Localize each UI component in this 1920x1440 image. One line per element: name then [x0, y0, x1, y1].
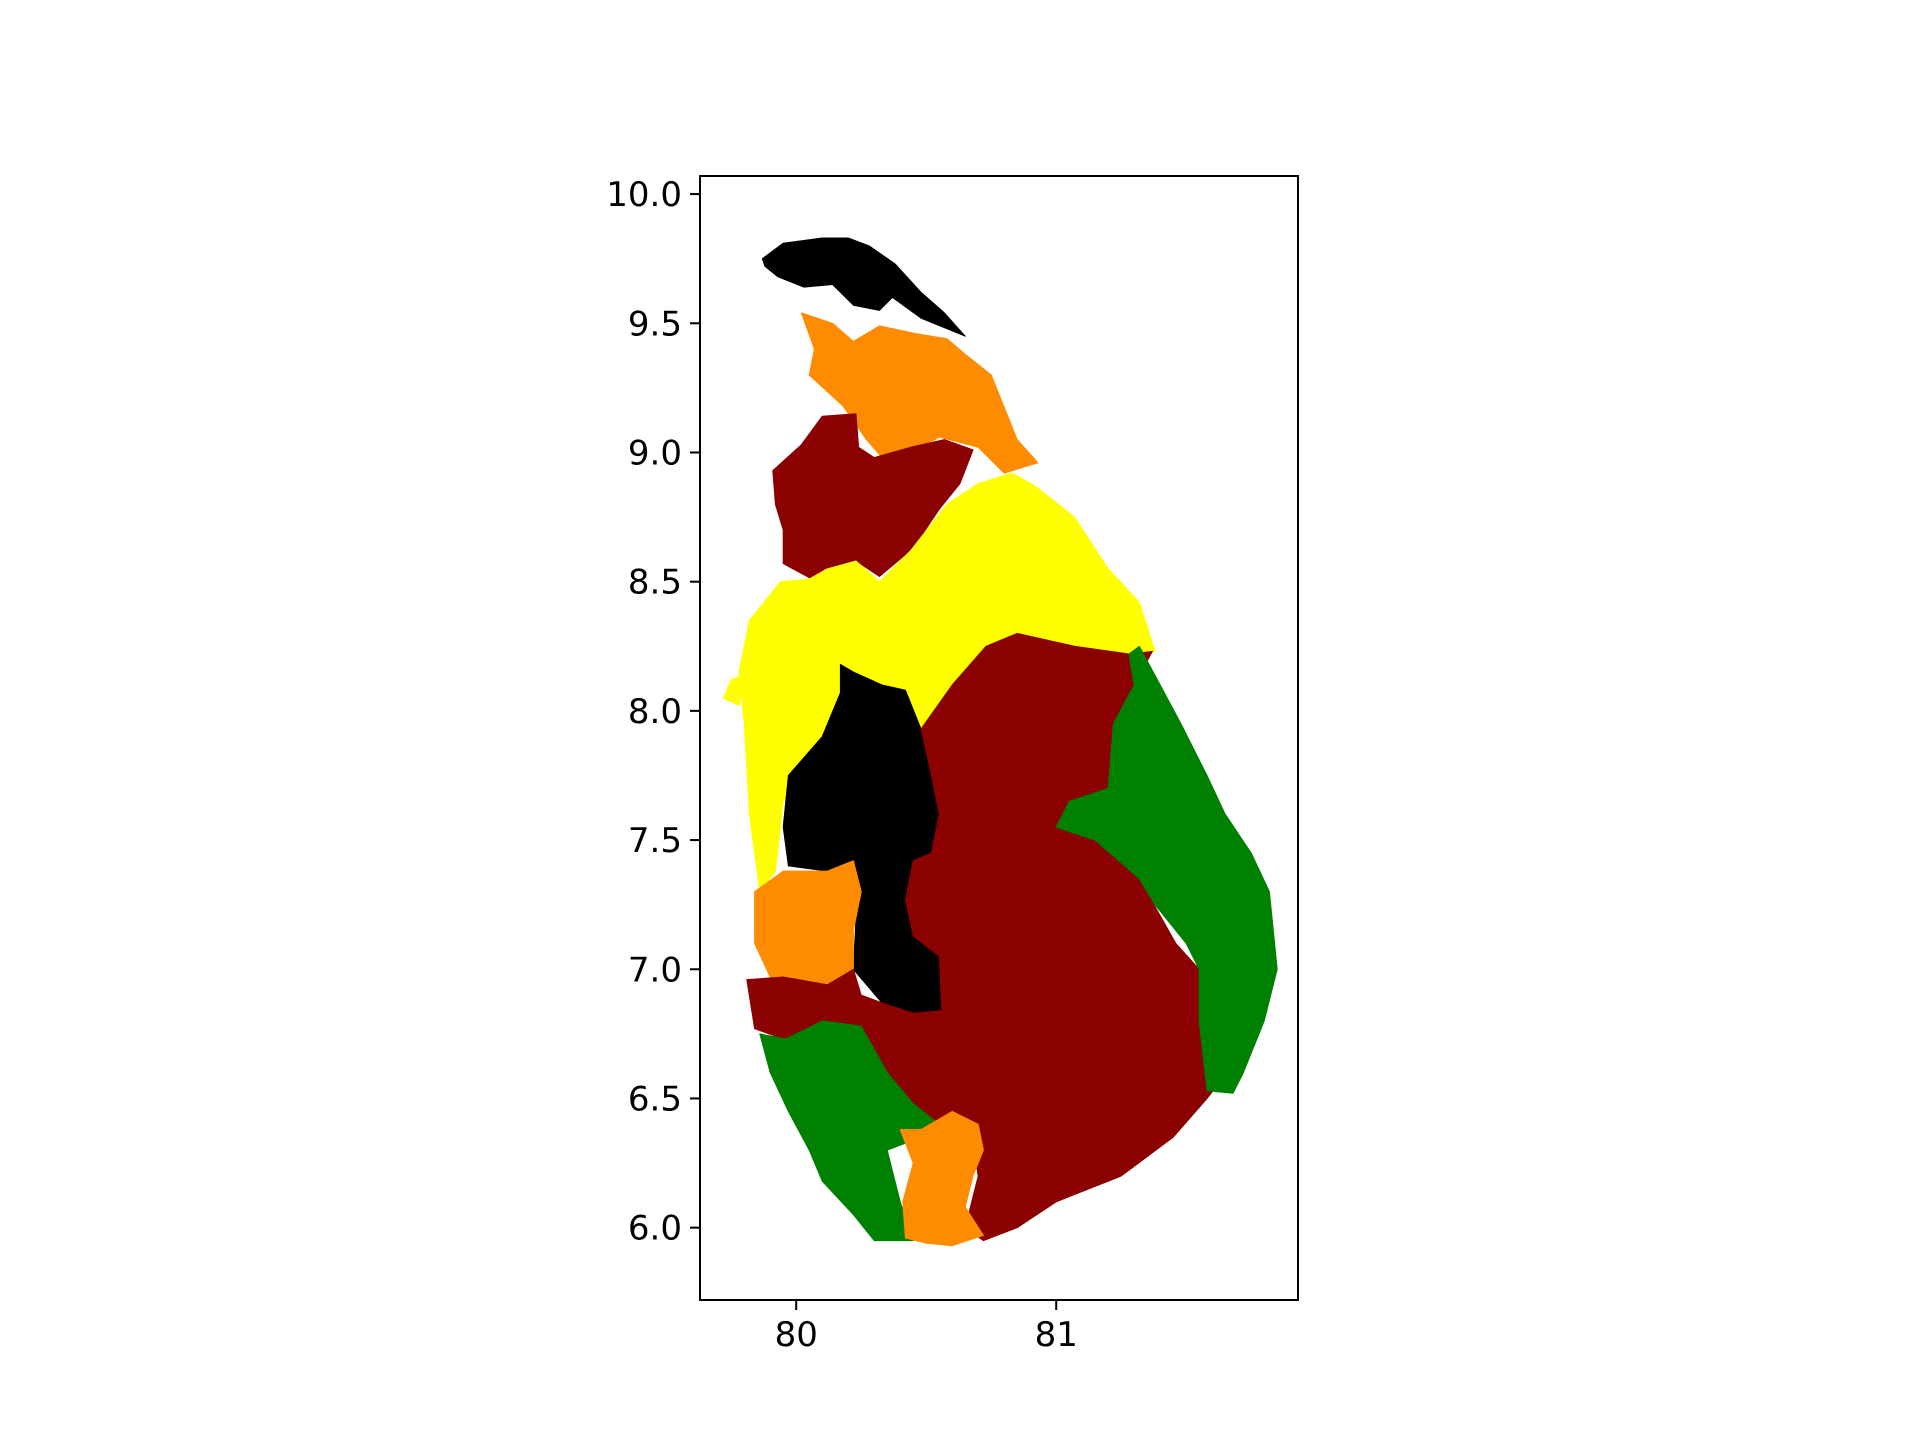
district-regions: [722, 237, 1278, 1247]
y-tick-label: 10.0: [606, 175, 682, 215]
y-tick-label: 7.0: [628, 950, 682, 990]
x-tick-label: 81: [1035, 1315, 1078, 1355]
y-tick-label: 6.5: [628, 1079, 682, 1119]
region-orange-8: [899, 1110, 984, 1247]
axes-frame: [699, 175, 1299, 1301]
region-orange-1: [800, 312, 1039, 474]
x-tick-label: 80: [775, 1315, 818, 1355]
x-axis-ticks: 80 81: [775, 1300, 1078, 1355]
region-green-7: [759, 1020, 940, 1242]
region-green-9: [1055, 645, 1278, 1094]
y-tick-label: 9.0: [628, 433, 682, 473]
region-dark-red-2: [772, 413, 974, 580]
y-tick-label: 7.5: [628, 821, 682, 861]
island-yellow-1: [722, 674, 745, 707]
y-tick-label: 6.0: [628, 1209, 682, 1249]
y-axis-ticks: 6.0 6.5 7.0 7.5 8.0 8.5 9.0 9.5 10.0: [606, 175, 700, 1249]
y-tick-label: 8.5: [628, 563, 682, 603]
island-black-0: [834, 273, 865, 293]
region-orange-5: [754, 860, 862, 986]
y-tick-label: 9.5: [628, 304, 682, 344]
region-black-0: [761, 237, 966, 337]
y-tick-label: 8.0: [628, 692, 682, 732]
